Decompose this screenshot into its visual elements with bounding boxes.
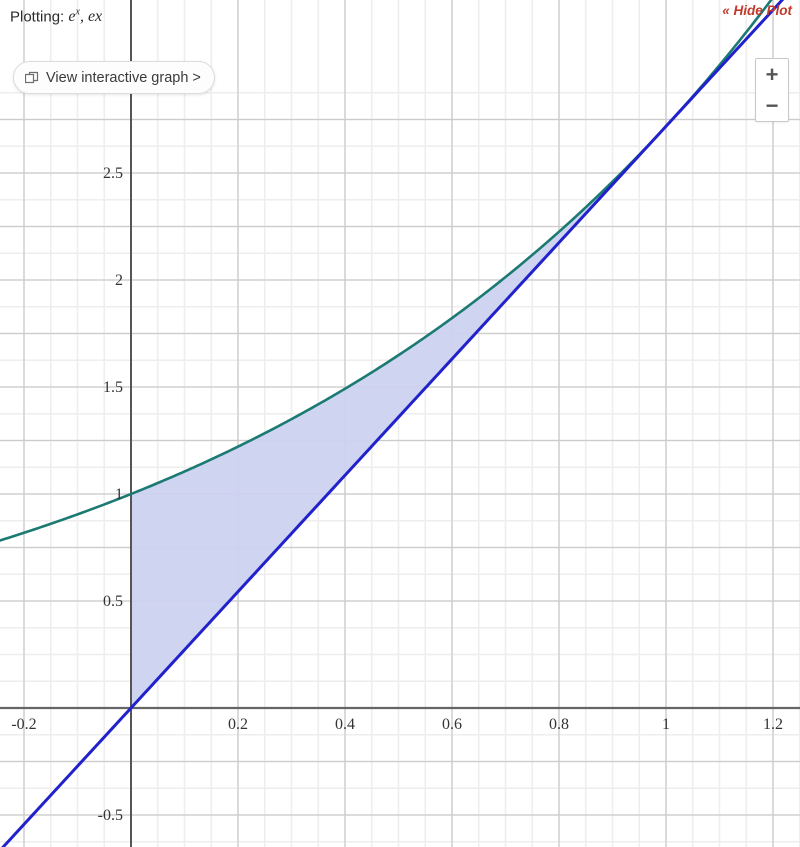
svg-text:1: 1 — [662, 716, 670, 733]
svg-text:0.8: 0.8 — [549, 716, 569, 733]
svg-text:1: 1 — [115, 486, 123, 503]
svg-text:1.2: 1.2 — [763, 716, 783, 733]
zoom-out-button[interactable]: − — [765, 92, 779, 118]
svg-text:2.5: 2.5 — [103, 165, 123, 182]
external-window-icon — [25, 71, 39, 85]
svg-text:0.6: 0.6 — [442, 716, 462, 733]
svg-text:-0.5: -0.5 — [98, 807, 123, 824]
view-interactive-graph-label: View interactive graph > — [46, 69, 201, 86]
svg-text:0.4: 0.4 — [335, 716, 355, 733]
hide-plot-link[interactable]: « Hide Plot — [722, 3, 792, 18]
svg-text:2: 2 — [115, 272, 123, 289]
svg-text:0.5: 0.5 — [103, 593, 123, 610]
svg-text:1.5: 1.5 — [103, 379, 123, 396]
zoom-in-button[interactable]: + — [765, 61, 779, 87]
zoom-control[interactable]: + − — [755, 58, 789, 122]
svg-text:0.2: 0.2 — [228, 716, 248, 733]
view-interactive-graph-button[interactable]: View interactive graph > — [13, 61, 215, 94]
svg-text:-0.2: -0.2 — [11, 716, 36, 733]
tick-label-group: -0.2 0.2 0.4 0.6 0.8 1 1.2 -0.5 0.5 1 1.5 2 2.5 — [11, 165, 783, 824]
